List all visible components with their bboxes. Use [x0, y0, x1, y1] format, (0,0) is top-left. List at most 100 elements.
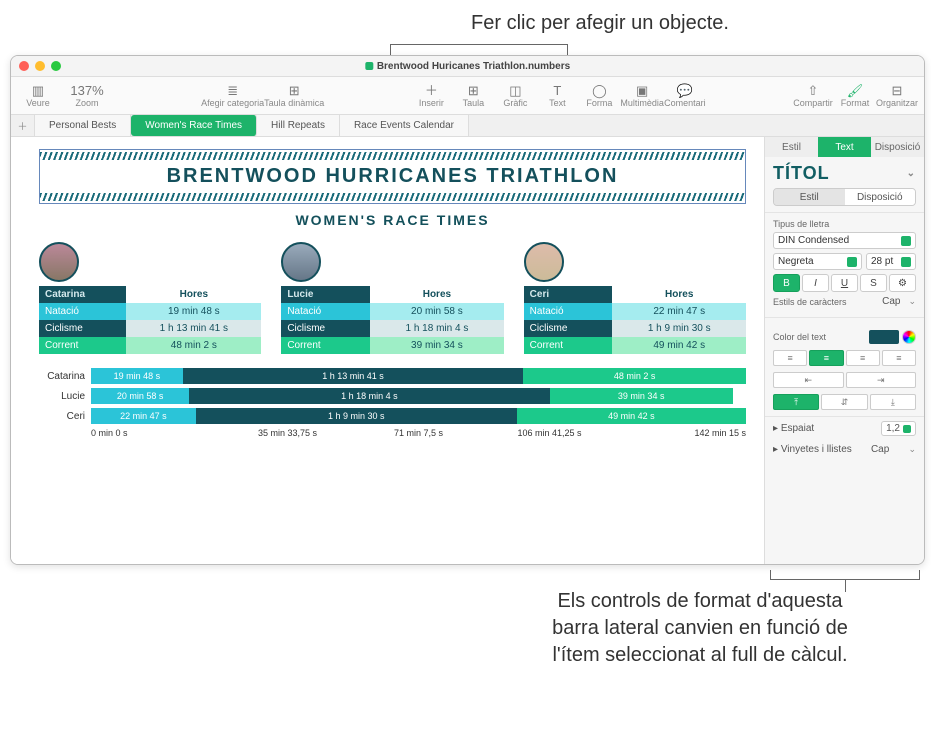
zoom-select[interactable]: 137%Zoom — [59, 84, 115, 108]
axis-tick: 71 min 7,5 s — [353, 428, 484, 438]
minimize-icon[interactable] — [35, 61, 45, 71]
shape-button[interactable]: ◯Forma — [578, 84, 620, 108]
hours-header: Hores — [370, 286, 504, 303]
axis-tick: 0 min 0 s — [91, 428, 222, 438]
stacked-bar-chart[interactable]: Catarina 19 min 48 s 1 h 13 min 41 s 48 … — [39, 368, 746, 438]
valign-top-button[interactable]: ⤒ — [773, 394, 819, 410]
bold-button[interactable]: B — [773, 274, 800, 292]
chart-segment-run: 49 min 42 s — [517, 408, 746, 424]
align-right-button[interactable]: ≡ — [846, 350, 880, 366]
athlete-table[interactable]: LucieHores Natació20 min 58 s Ciclisme1 … — [281, 286, 503, 354]
align-center-button[interactable]: ≡ — [809, 350, 843, 366]
chart-bar: 20 min 58 s 1 h 18 min 4 s 39 min 34 s — [91, 388, 746, 404]
zoom-icon[interactable] — [51, 61, 61, 71]
activity-label: Natació — [39, 303, 126, 320]
canvas[interactable]: BRENTWOOD HURRICANES TRIATHLON WOMEN'S R… — [11, 137, 764, 564]
chart-row: Catarina 19 min 48 s 1 h 13 min 41 s 48 … — [39, 368, 746, 384]
title-block[interactable]: BRENTWOOD HURRICANES TRIATHLON — [39, 149, 746, 204]
chart-segment-run: 48 min 2 s — [523, 368, 746, 384]
valign-bottom-button[interactable]: ⤓ — [870, 394, 916, 410]
app-window: Brentwood Huricanes Triathlon.numbers ▥V… — [10, 55, 925, 565]
text-color-label: Color del text — [773, 332, 826, 342]
align-left-button[interactable]: ≡ — [773, 350, 807, 366]
comment-button[interactable]: 💬Comentari — [664, 84, 706, 108]
spacing-row[interactable]: ▸ Espaiat 1,2 — [765, 417, 924, 440]
time-cell: 22 min 47 s — [612, 303, 746, 320]
media-button[interactable]: ▣Multimèdia — [620, 84, 664, 108]
add-category-button[interactable]: ≣Afegir categoria — [201, 84, 264, 108]
inspector-tab-layout[interactable]: Disposició — [871, 137, 924, 157]
format-button[interactable]: 🖌Format — [834, 84, 876, 108]
athlete-name: Lucie — [281, 286, 370, 303]
athlete-table[interactable]: CeriHores Natació22 min 47 s Ciclisme1 h… — [524, 286, 746, 354]
segment-layout[interactable]: Disposició — [845, 189, 916, 205]
chart-button[interactable]: ◫Gràfic — [494, 84, 536, 108]
share-button[interactable]: ⇧Compartir — [792, 84, 834, 108]
chart-row: Ceri 22 min 47 s 1 h 9 min 30 s 49 min 4… — [39, 408, 746, 424]
style-layout-segment[interactable]: Estil Disposició — [773, 188, 916, 206]
chart-segment-bike: 1 h 9 min 30 s — [196, 408, 517, 424]
axis-tick: 142 min 15 s — [615, 428, 746, 438]
italic-button[interactable]: I — [802, 274, 829, 292]
char-styles-value[interactable]: Cap — [882, 296, 900, 307]
paragraph-style-title[interactable]: TÍTOL ⌄ — [773, 163, 916, 184]
axis-tick: 106 min 41,25 s — [484, 428, 615, 438]
athlete-tables: Catarina Hores Natació19 min 48 s Ciclism… — [39, 242, 746, 354]
chart-row-label: Catarina — [39, 371, 91, 382]
time-cell: 20 min 58 s — [370, 303, 504, 320]
chart-row-label: Lucie — [39, 391, 91, 402]
sheet-tabs: ＋ Personal Bests Women's Race Times Hill… — [11, 115, 924, 137]
bullets-row[interactable]: ▸ Vinyetes i llistes Cap ⌄ — [765, 440, 924, 459]
chevron-down-icon[interactable]: ⌄ — [907, 168, 916, 179]
strike-button[interactable]: S — [860, 274, 887, 292]
close-icon[interactable] — [19, 61, 29, 71]
inspector-tab-style[interactable]: Estil — [765, 137, 818, 157]
chart-segment-run: 39 min 34 s — [550, 388, 733, 404]
athlete-card[interactable]: CeriHores Natació22 min 47 s Ciclisme1 h… — [524, 242, 746, 354]
segment-style[interactable]: Estil — [774, 189, 845, 205]
text-style-buttons: B I U S ⚙ — [773, 274, 916, 292]
horizontal-align: ≡ ≡ ≡ ≡ — [773, 350, 916, 366]
tab-womens-race-times[interactable]: Women's Race Times — [131, 115, 257, 136]
text-color-swatch[interactable] — [869, 330, 899, 344]
time-cell: 49 min 42 s — [612, 337, 746, 354]
avatar — [524, 242, 564, 282]
advanced-button[interactable]: ⚙ — [889, 274, 916, 292]
document-title: Brentwood Huricanes Triathlon.numbers — [365, 61, 570, 72]
valign-middle-button[interactable]: ⇵ — [821, 394, 867, 410]
activity-label: Ciclisme — [524, 320, 613, 337]
align-justify-button[interactable]: ≡ — [882, 350, 916, 366]
athlete-table[interactable]: CatarinaHores Natació19 min 48 s Ciclism… — [39, 286, 261, 354]
doc-subtitle[interactable]: WOMEN'S RACE TIMES — [39, 212, 746, 228]
color-picker-icon[interactable] — [902, 330, 916, 344]
font-family-select[interactable]: DIN Condensed — [773, 232, 916, 249]
athlete-name: Catarina — [39, 286, 126, 303]
view-button[interactable]: ▥Veure — [17, 84, 59, 108]
time-cell: 19 min 48 s — [126, 303, 261, 320]
spacing-value[interactable]: 1,2 — [881, 421, 916, 436]
underline-button[interactable]: U — [831, 274, 858, 292]
font-style-select[interactable]: Negreta — [773, 253, 862, 270]
organize-button[interactable]: ⊟Organitzar — [876, 84, 918, 108]
format-inspector: Estil Text Disposició TÍTOL ⌄ Estil Disp… — [764, 137, 924, 564]
activity-label: Corrent — [524, 337, 613, 354]
insert-button[interactable]: ＋Inserir — [410, 84, 452, 108]
outdent-button[interactable]: ⇤ — [773, 372, 844, 388]
tab-hill-repeats[interactable]: Hill Repeats — [257, 115, 340, 136]
athlete-card[interactable]: CatarinaHores Natació19 min 48 s Ciclism… — [39, 242, 261, 354]
pivot-table-button[interactable]: ⊞Taula dinàmica — [264, 84, 324, 108]
athlete-card[interactable]: LucieHores Natació20 min 58 s Ciclisme1 … — [281, 242, 503, 354]
tab-race-events-calendar[interactable]: Race Events Calendar — [340, 115, 469, 136]
tab-personal-bests[interactable]: Personal Bests — [35, 115, 131, 136]
activity-label: Ciclisme — [281, 320, 370, 337]
titlebar: Brentwood Huricanes Triathlon.numbers — [11, 56, 924, 77]
text-button[interactable]: TText — [536, 84, 578, 108]
annotation-bottom: Els controls de format d'aquesta barra l… — [540, 588, 860, 669]
add-sheet-button[interactable]: ＋ — [11, 115, 35, 136]
indent-button[interactable]: ⇥ — [846, 372, 917, 388]
doc-title[interactable]: BRENTWOOD HURRICANES TRIATHLON — [43, 153, 742, 200]
time-cell: 1 h 18 min 4 s — [370, 320, 504, 337]
table-button[interactable]: ⊞Taula — [452, 84, 494, 108]
font-size-stepper[interactable]: 28 pt — [866, 253, 916, 270]
inspector-tab-text[interactable]: Text — [818, 137, 871, 157]
